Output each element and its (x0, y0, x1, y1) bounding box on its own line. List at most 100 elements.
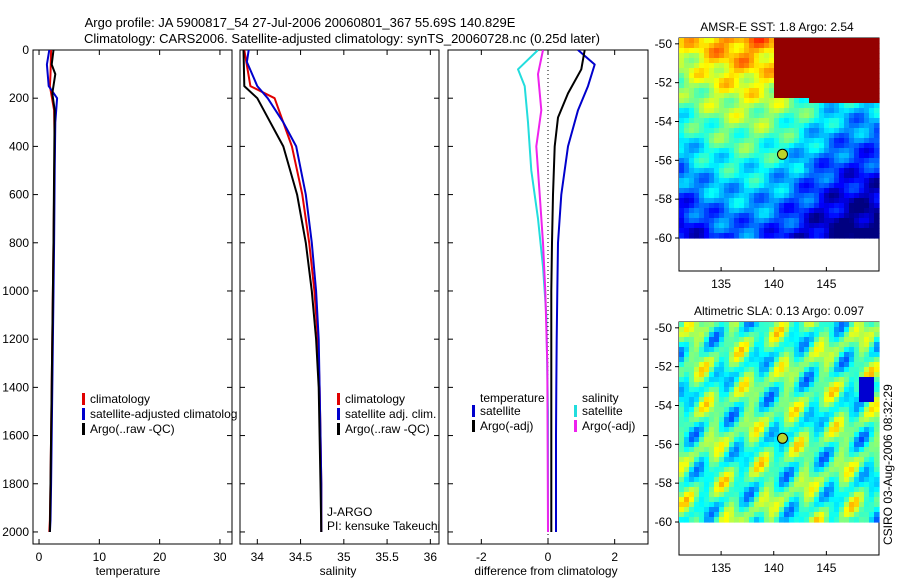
heatmap-cell (739, 38, 745, 44)
heatmap-cell (804, 143, 810, 149)
heatmap-cell (799, 491, 805, 498)
heatmap-cell (789, 377, 795, 383)
heatmap-cell (714, 367, 720, 373)
heatmap-cell (784, 143, 790, 149)
heatmap-cell (769, 461, 775, 468)
heatmap-cell (764, 138, 770, 144)
heatmap-cell (719, 367, 725, 373)
heatmap-cell (874, 327, 880, 333)
heatmap-cell (699, 466, 705, 473)
heatmap-cell (824, 212, 830, 219)
heatmap-cell (729, 227, 735, 234)
heatmap-cell (854, 167, 860, 174)
heatmap-cell (859, 202, 865, 209)
heatmap-cell (789, 138, 795, 144)
heatmap-cell (779, 352, 785, 358)
heatmap-cell (779, 501, 785, 508)
heatmap-cell (739, 471, 745, 478)
heatmap-cell (709, 103, 715, 109)
y-tick-label: -50 (655, 321, 673, 335)
heatmap-cell (694, 103, 700, 109)
heatmap-cell (839, 446, 845, 453)
heatmap-cell (689, 207, 695, 214)
heatmap-cell (834, 322, 840, 328)
heatmap-cell (749, 377, 755, 383)
heatmap-cell (704, 83, 710, 89)
heatmap-cell (794, 172, 800, 179)
heatmap-cell (704, 342, 710, 348)
heatmap-cell (744, 367, 750, 373)
heatmap-cell (859, 357, 865, 363)
heatmap-cell (839, 148, 845, 154)
heatmap-cell (699, 496, 705, 503)
heatmap-cell (859, 481, 865, 488)
heatmap-cell (774, 148, 780, 154)
heatmap-cell (834, 412, 840, 418)
heatmap-cell (804, 153, 810, 159)
heatmap-cell (714, 58, 720, 64)
heatmap-cell (839, 63, 845, 69)
heatmap-cell (764, 128, 770, 134)
heatmap-cell (874, 128, 880, 134)
heatmap-cell (779, 103, 785, 109)
heatmap-cell (789, 202, 795, 209)
heatmap-cell (714, 327, 720, 333)
heatmap-cell (819, 167, 825, 174)
heatmap-cell (824, 48, 830, 54)
heatmap-cell (784, 332, 790, 338)
heatmap-cell (774, 162, 780, 169)
heatmap-cell (809, 427, 815, 433)
heatmap-cell (869, 446, 875, 453)
heatmap-cell (819, 471, 825, 478)
heatmap-cell (869, 511, 875, 518)
heatmap-cell (814, 78, 820, 84)
heatmap-cell (824, 471, 830, 478)
heatmap-cell (814, 43, 820, 49)
heatmap-cell (714, 197, 720, 204)
heatmap-cell (874, 387, 880, 393)
heatmap-cell (844, 192, 850, 199)
heatmap-cell (724, 78, 730, 84)
heatmap-cell (864, 382, 870, 388)
heatmap-cell (834, 167, 840, 174)
heatmap-cell (779, 327, 785, 333)
y-tick-label: 0 (22, 43, 29, 57)
heatmap-cell (679, 422, 685, 428)
heatmap-cell (714, 113, 720, 119)
heatmap-cell (819, 511, 825, 518)
heatmap-cell (804, 73, 810, 79)
heatmap-cell (779, 322, 785, 328)
series-line-black (242, 50, 323, 533)
heatmap-cell (854, 73, 860, 79)
heatmap-cell (689, 217, 695, 224)
heatmap-cell (819, 496, 825, 503)
heatmap-cell (729, 322, 735, 328)
heatmap-cell (794, 516, 800, 523)
heatmap-cell (679, 192, 685, 199)
heatmap-cell (834, 83, 840, 89)
heatmap-cell (839, 73, 845, 79)
heatmap-cell (699, 63, 705, 69)
heatmap-cell (679, 153, 685, 159)
heatmap-cell (799, 162, 805, 169)
heatmap-cell (764, 153, 770, 159)
heatmap-cell (694, 108, 700, 114)
heatmap-cell (789, 337, 795, 343)
x-tick-label: 140 (764, 561, 784, 575)
heatmap-cell (754, 83, 760, 89)
heatmap-cell (704, 148, 710, 154)
heatmap-cell (709, 332, 715, 338)
heatmap-cell (744, 446, 750, 453)
heatmap-cell (729, 143, 735, 149)
heatmap-cell (769, 98, 775, 104)
heatmap-cell (844, 63, 850, 69)
heatmap-cell (824, 461, 830, 468)
heatmap-cell (834, 496, 840, 503)
heatmap-cell (789, 232, 795, 239)
heatmap-cell (859, 427, 865, 433)
heatmap-cell (794, 182, 800, 189)
difference-axis-label: difference from climatology (474, 564, 617, 578)
heatmap-cell (719, 456, 725, 463)
heatmap-cell (684, 446, 690, 453)
heatmap-cell (679, 327, 685, 333)
